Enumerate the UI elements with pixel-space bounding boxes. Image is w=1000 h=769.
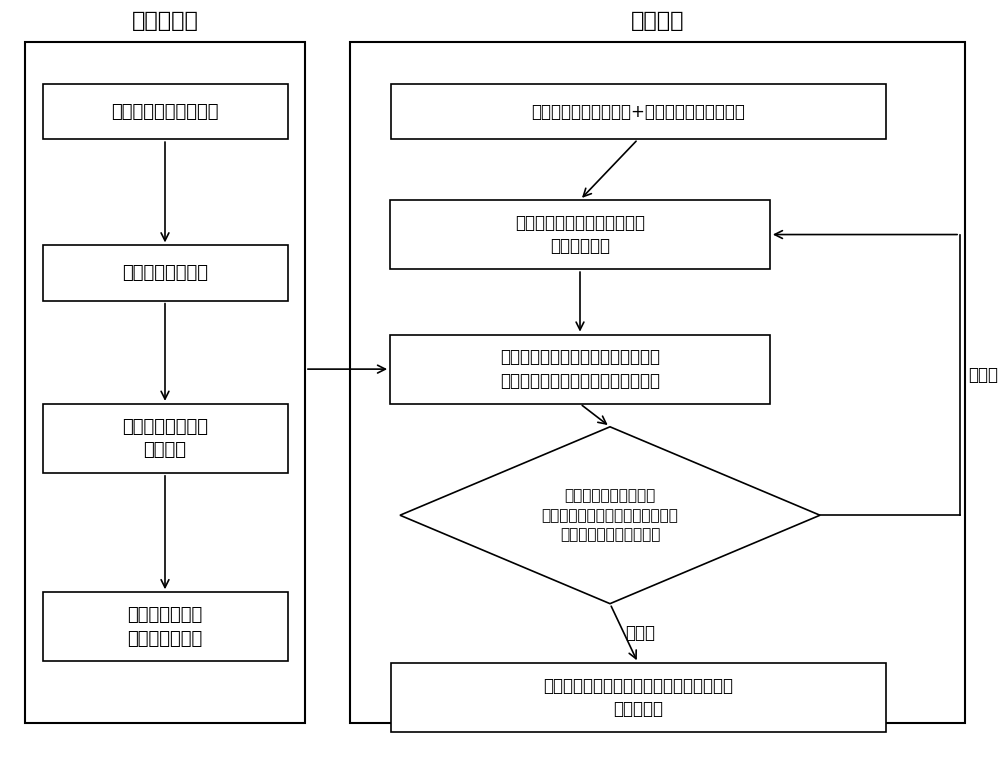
FancyBboxPatch shape — [390, 200, 770, 269]
FancyBboxPatch shape — [43, 84, 288, 139]
FancyBboxPatch shape — [390, 663, 886, 732]
Text: 材料多群虚宏观
总截面数组建立: 材料多群虚宏观 总截面数组建立 — [127, 606, 203, 647]
Text: 核素多群虚总截面
数组建立: 核素多群虚总截面 数组建立 — [122, 418, 208, 459]
Text: 建立核素指针数组: 建立核素指针数组 — [122, 264, 208, 282]
Text: 输运计算: 输运计算 — [631, 11, 684, 31]
FancyBboxPatch shape — [390, 84, 886, 139]
FancyBboxPatch shape — [43, 404, 288, 473]
Text: 真反应: 真反应 — [625, 624, 655, 642]
Text: 基于反应核素的真实总
截面与多群虚总截面的比值进行拒
绝抽样，判断是否真反应: 基于反应核素的真实总 截面与多群虚总截面的比值进行拒 绝抽样，判断是否真反应 — [542, 488, 678, 543]
Text: 材料多群虚宏观总截面+核素多群虚总截面计算: 材料多群虚宏观总截面+核素多群虚总截面计算 — [531, 102, 745, 121]
FancyBboxPatch shape — [43, 245, 288, 301]
Text: 建立多群统一能量网格: 建立多群统一能量网格 — [111, 102, 219, 121]
Text: 反应类型抽样，反应后次级粒子产生和粒子
状态的抽样: 反应类型抽样，反应后次级粒子产生和粒子 状态的抽样 — [543, 677, 733, 718]
Text: 假反应: 假反应 — [968, 366, 998, 384]
Text: 数据预处理: 数据预处理 — [132, 11, 198, 31]
Text: 基于材料多群虚宏观总截面的
输运长度抽样: 基于材料多群虚宏观总截面的 输运长度抽样 — [515, 214, 645, 255]
FancyBboxPatch shape — [390, 335, 770, 404]
Text: 基于核素多群虚总截面与材料多群虚
宏观总截面的比值进行反应核素抽样: 基于核素多群虚总截面与材料多群虚 宏观总截面的比值进行反应核素抽样 — [500, 348, 660, 390]
Polygon shape — [400, 427, 820, 604]
FancyBboxPatch shape — [43, 592, 288, 661]
